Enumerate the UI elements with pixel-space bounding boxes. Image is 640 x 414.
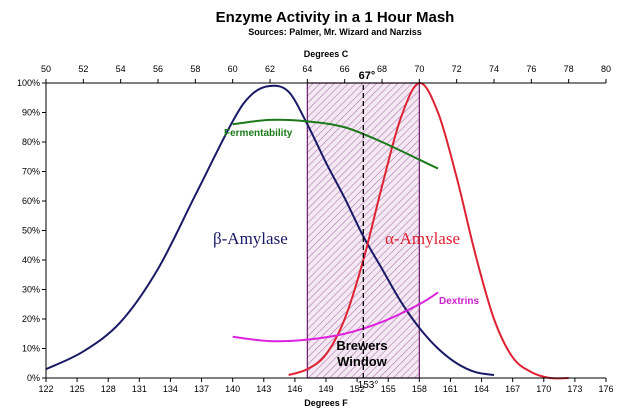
y-tick-label: 70% (22, 167, 40, 177)
y-tick-label: 60% (22, 196, 40, 206)
y-tick-label: 100% (17, 78, 40, 88)
y-tick-label: 80% (22, 137, 40, 147)
top-axis-title: Degrees C (304, 49, 349, 59)
bottom-axis-ticks: 122 125 128 131 134 137 140 143 146 149 152 155 158 1… (38, 378, 614, 394)
top-tick-label: 50 (41, 64, 51, 74)
bottom-tick-label: 155 (381, 384, 396, 394)
y-tick-label: 10% (22, 344, 40, 354)
brewers-window-label-line2: Window (337, 354, 388, 369)
y-axis-ticks: 0% 10% 20% 30% 40% 50% 60% 70% 80% 90% 100% (17, 78, 46, 383)
bottom-tick-label: 161 (443, 384, 458, 394)
y-tick-label: 30% (22, 285, 40, 295)
bottom-tick-label: 176 (598, 384, 613, 394)
bottom-tick-label: 152 (350, 384, 365, 394)
top-tick-label: 78 (564, 64, 574, 74)
top-tick-label: 64 (302, 64, 312, 74)
beta-amylase-label: β-Amylase (213, 229, 288, 248)
top-tick-label: 54 (116, 64, 126, 74)
bottom-tick-label: 122 (38, 384, 53, 394)
marker-celsius-label: 67° (359, 70, 376, 82)
bottom-tick-label: 173 (567, 384, 582, 394)
bottom-tick-label: 125 (70, 384, 85, 394)
bottom-tick-label: 137 (194, 384, 209, 394)
top-tick-label: 68 (377, 64, 387, 74)
bottom-tick-label: 146 (287, 384, 302, 394)
dextrins-curve (232, 291, 439, 343)
top-tick-label: 74 (489, 64, 499, 74)
chart-title: Enzyme Activity in a 1 Hour Mash (216, 9, 455, 26)
top-tick-label: 62 (265, 64, 275, 74)
top-tick-label: 66 (340, 64, 350, 74)
y-tick-label: 90% (22, 108, 40, 118)
bottom-tick-label: 143 (256, 384, 271, 394)
marker-fahrenheit-label: 153° (358, 380, 379, 391)
top-axis-ticks: 50 52 54 56 58 60 62 64 66 68 70 72 74 76 78 80 (41, 64, 611, 83)
top-tick-label: 76 (526, 64, 536, 74)
top-tick-label: 60 (228, 64, 238, 74)
alpha-amylase-label: α-Amylase (385, 229, 460, 248)
dextrins-label: Dextrins (439, 296, 479, 307)
bottom-tick-label: 158 (412, 384, 427, 394)
y-tick-label: 50% (22, 226, 40, 236)
bottom-tick-label: 149 (318, 384, 333, 394)
fermentability-label: Fermentability (224, 128, 293, 139)
bottom-tick-label: 131 (132, 384, 147, 394)
bottom-tick-label: 167 (505, 384, 520, 394)
y-tick-label: 40% (22, 255, 40, 265)
bottom-tick-label: 134 (163, 384, 178, 394)
top-tick-label: 58 (190, 64, 200, 74)
y-tick-label: 20% (22, 314, 40, 324)
bottom-tick-label: 128 (101, 384, 116, 394)
brewers-window-label-line1: Brewers (336, 338, 387, 353)
bottom-tick-label: 164 (474, 384, 489, 394)
series-layer (45, 82, 569, 380)
fermentability-curve (232, 118, 439, 170)
y-tick-label: 0% (27, 373, 40, 383)
bottom-tick-label: 140 (225, 384, 240, 394)
top-tick-label: 72 (452, 64, 462, 74)
beta-amylase-curve (45, 84, 495, 377)
top-tick-label: 52 (78, 64, 88, 74)
top-tick-label: 56 (153, 64, 163, 74)
bottom-tick-label: 170 (536, 384, 551, 394)
bottom-axis-title: Degrees F (304, 398, 348, 408)
chart-subtitle: Sources: Palmer, Mr. Wizard and Narziss (248, 27, 421, 37)
top-tick-label: 70 (414, 64, 424, 74)
top-tick-label: 80 (601, 64, 611, 74)
